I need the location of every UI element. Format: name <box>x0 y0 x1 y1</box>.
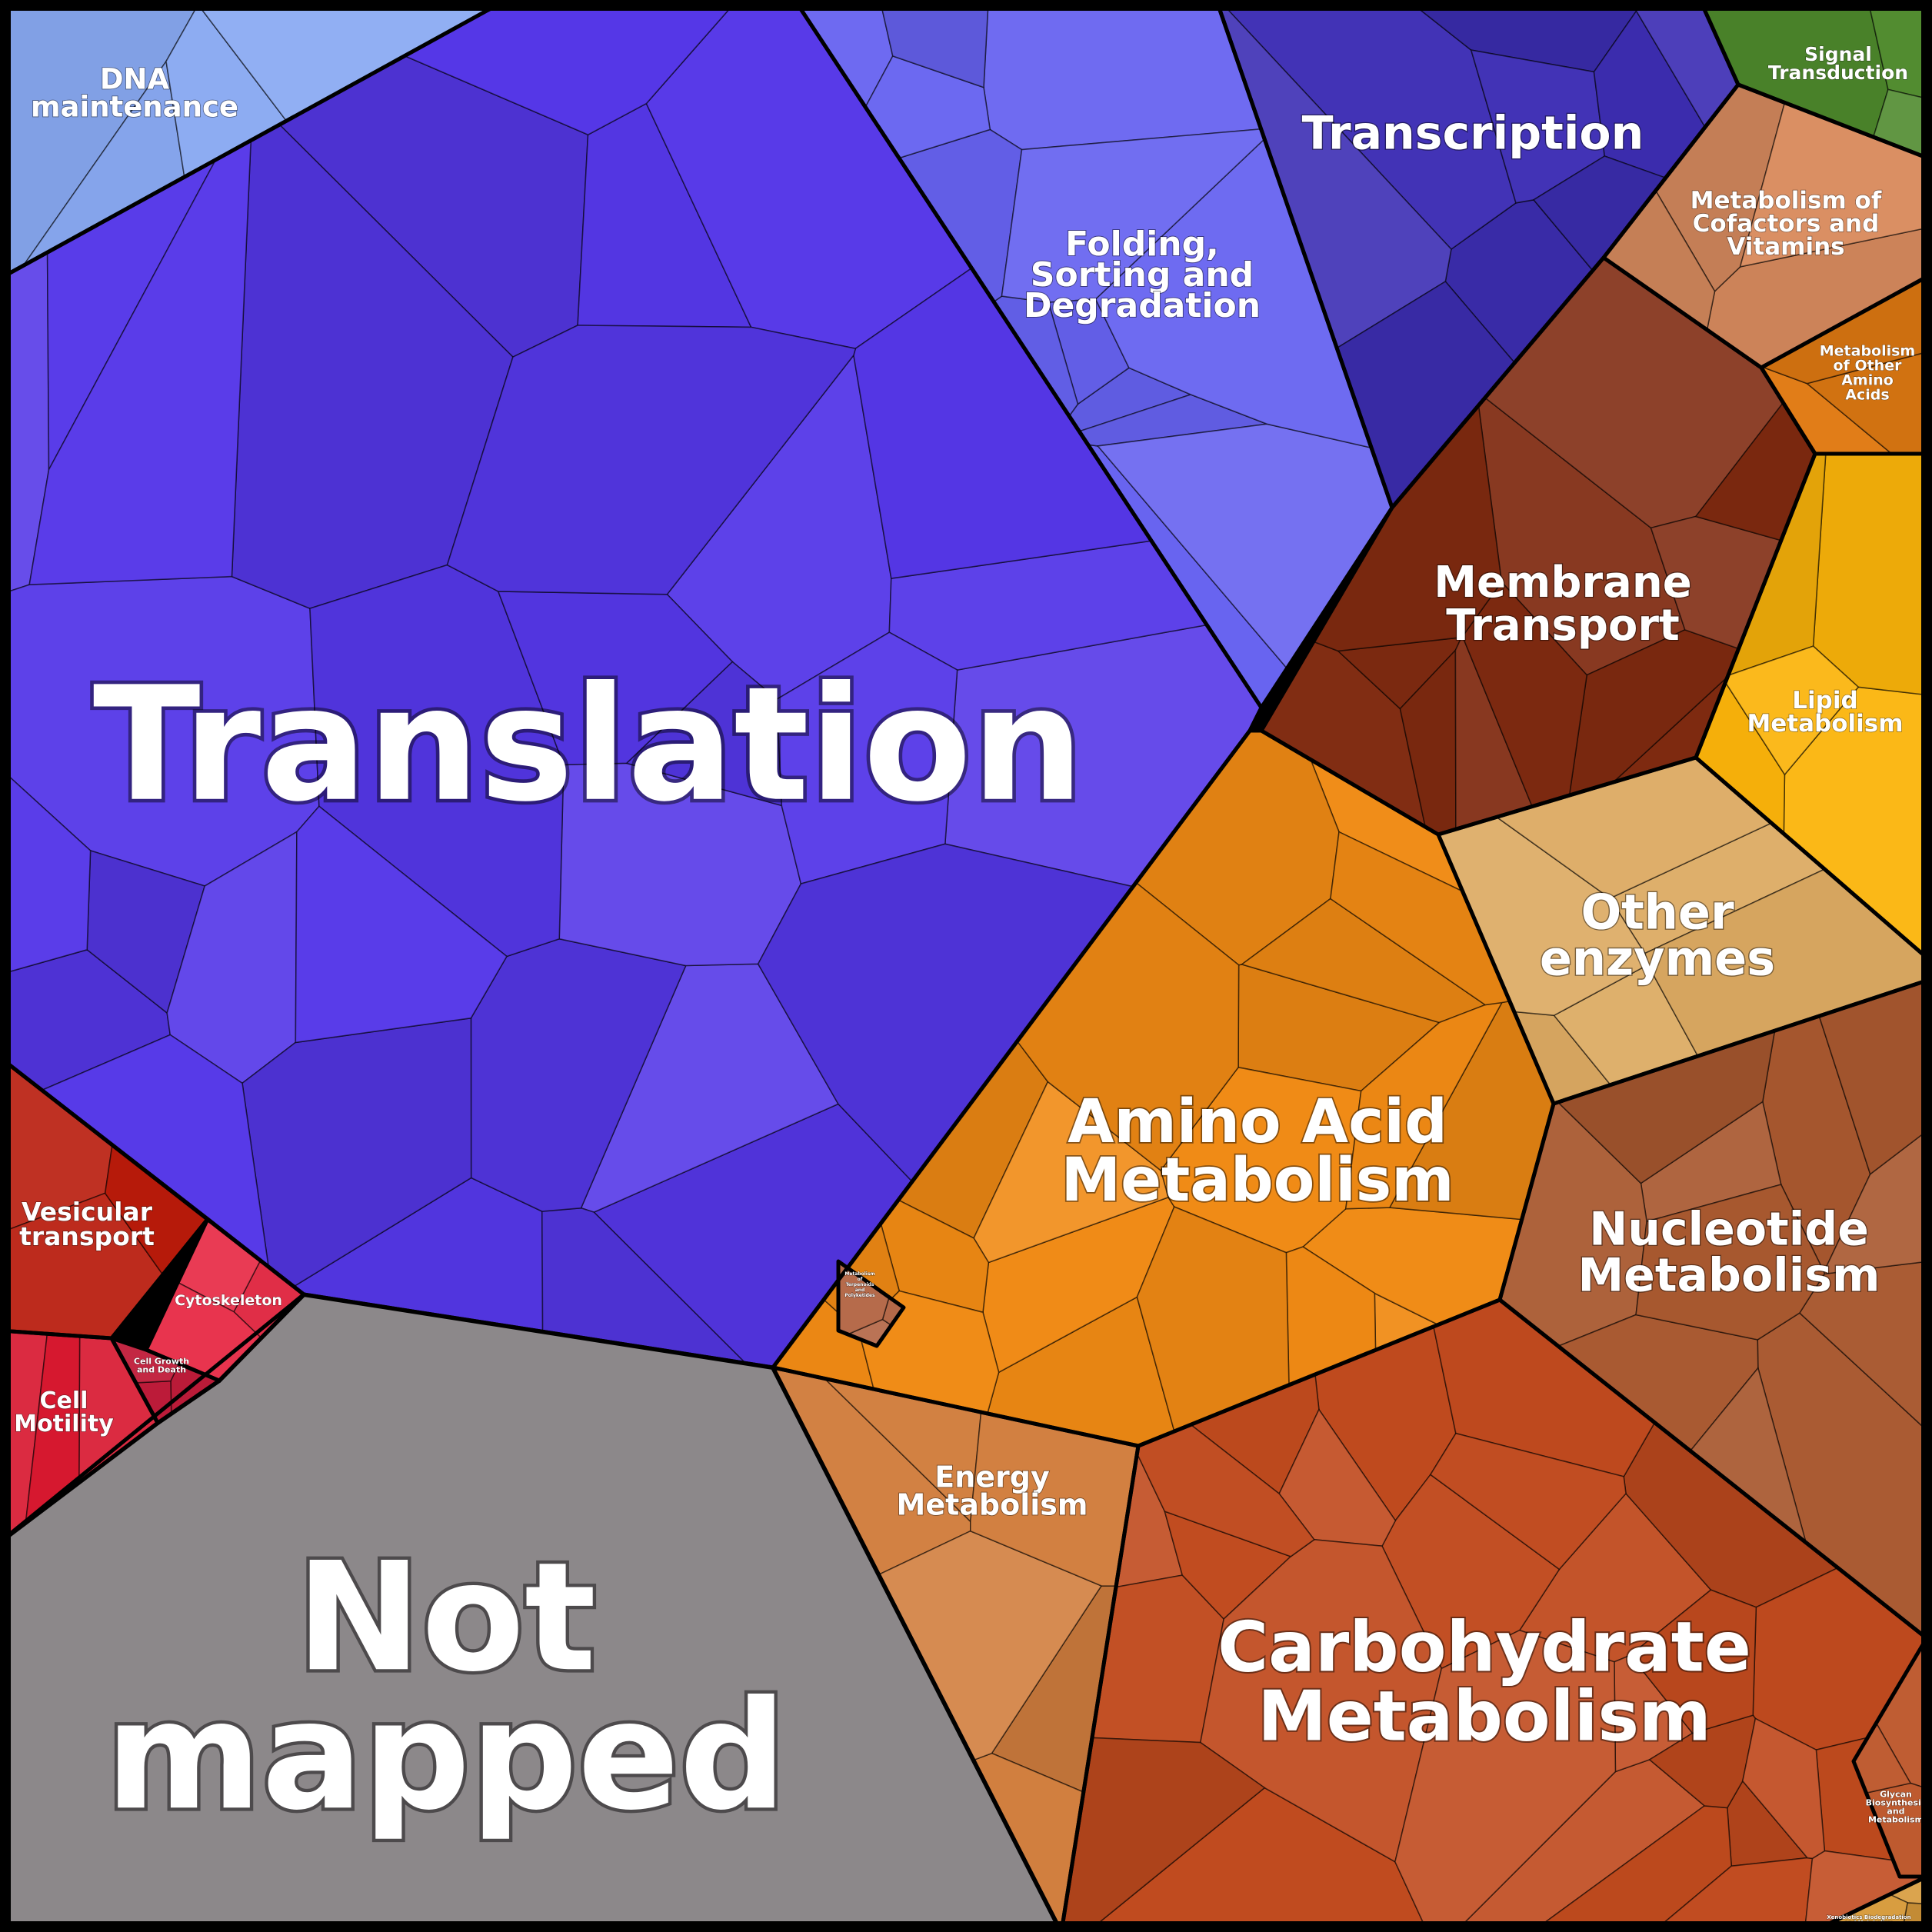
label-line: Cell Growth <box>134 1357 189 1367</box>
label-line: Metabolism <box>1820 342 1915 359</box>
label-line: Cofactors and <box>1693 210 1880 238</box>
label-other-amino-acids: Metabolism of Other Amino Acids <box>1820 342 1915 403</box>
label-line: Nucleotide <box>1589 1203 1869 1257</box>
subcategory-cell <box>1741 1717 1826 1860</box>
label-line: Other <box>1581 884 1734 940</box>
label-line: Vitamins <box>1727 233 1844 261</box>
cells-nucleotide <box>1499 979 1927 1640</box>
subcategory-cell <box>446 325 857 595</box>
label-line: of Other <box>1834 357 1903 374</box>
label-line: Xenobiotics Biodegradation <box>1827 1914 1910 1920</box>
label-line: Sorting and <box>1031 255 1254 295</box>
label-line: Glycan <box>1880 1790 1912 1800</box>
subcategory-cell <box>1429 1432 1627 1571</box>
label-terpenoids: Metabolism of Terpenoids and Polyketides <box>844 1271 875 1298</box>
label-line: Metabolism <box>1577 1249 1880 1303</box>
subcategory-cell <box>1812 453 1927 696</box>
label-line: Metabolism <box>897 1488 1088 1522</box>
label-line: Translation <box>93 654 1084 837</box>
cells-vesicular-transport <box>0 1056 209 1339</box>
cells-amino-acid <box>771 730 1554 1447</box>
label-cell-growth: Cell Growth and Death <box>134 1357 189 1375</box>
cells-energy <box>771 1366 1139 1932</box>
label-dna-maintenance: DNA maintenance <box>31 62 238 123</box>
subcategory-cell <box>295 805 508 1044</box>
label-line: Signal <box>1804 43 1872 65</box>
label-line: Motility <box>14 1411 114 1437</box>
label-line: Carbohydrate <box>1217 1607 1751 1687</box>
label-line: Energy <box>934 1461 1050 1494</box>
subcategory-cell <box>1635 1184 1825 1341</box>
label-line: and Death <box>137 1365 186 1375</box>
label-transcription: Transcription <box>1302 107 1644 161</box>
label-line: Degradation <box>1024 286 1261 325</box>
label-line: maintenance <box>31 90 238 123</box>
label-line: Folding, <box>1065 225 1219 264</box>
label-nucleotide: Nucleotide Metabolism <box>1577 1203 1880 1303</box>
label-line: Polyketides <box>844 1293 875 1298</box>
label-line: Metabolism <box>1747 710 1903 738</box>
label-not-mapped: Not mapped <box>105 1530 787 1843</box>
label-line: transport <box>19 1221 155 1251</box>
label-line: Metabolism <box>1257 1676 1711 1757</box>
cells-other-amino-acids <box>1760 275 1927 455</box>
label-line: Acids <box>1845 386 1889 403</box>
subcategory-cell <box>1136 1424 1315 1557</box>
subcategory-cells <box>0 5 1929 1932</box>
cells-transcription <box>1217 7 1739 509</box>
label-amino-acid: Amino Acid Metabolism <box>1061 1088 1454 1215</box>
label-line: Vesicular <box>22 1197 153 1227</box>
label-energy: Energy Metabolism <box>897 1461 1088 1522</box>
label-line: Metabolism <box>844 1271 874 1277</box>
label-carbohydrate: Carbohydrate Metabolism <box>1217 1607 1751 1757</box>
label-line: Not <box>296 1530 596 1704</box>
subcategory-cell <box>983 7 1262 151</box>
label-line: enzymes <box>1540 930 1775 986</box>
label-line: and <box>855 1287 865 1293</box>
label-line: Metabolism <box>1868 1815 1924 1825</box>
subcategory-cell <box>1394 1629 1617 1930</box>
label-folding: Folding, Sorting and Degradation <box>1024 225 1261 325</box>
cells-translation <box>0 7 1262 1368</box>
label-cofactors: Metabolism of Cofactors and Vitamins <box>1690 187 1882 261</box>
label-line: Biosynthesis <box>1866 1798 1927 1808</box>
label-line: Metabolism <box>1061 1146 1454 1215</box>
subcategory-cell <box>1648 1714 1757 1809</box>
label-line: mapped <box>105 1668 787 1843</box>
label-translation: Translation <box>93 654 1084 837</box>
label-membrane-transport: Membrane Transport <box>1434 558 1691 651</box>
label-cell-motility: Cell Motility <box>14 1387 114 1437</box>
subcategory-cell <box>0 767 92 975</box>
label-line: Amino Acid <box>1068 1088 1447 1157</box>
label-line: Lipid <box>1792 687 1857 715</box>
outline-terpenoids <box>836 1259 906 1348</box>
label-signal-transduction: Signal Transduction <box>1768 43 1908 84</box>
label-line: Metabolism of <box>1690 187 1882 215</box>
subcategory-cell <box>1629 1589 1757 1734</box>
label-line: Cytoskeleton <box>175 1292 282 1309</box>
cells-carbohydrate <box>1061 1299 1927 1932</box>
label-line: Transduction <box>1768 62 1908 84</box>
label-line: of <box>858 1277 863 1282</box>
label-line: Transcription <box>1302 107 1644 161</box>
label-line: Transport <box>1446 601 1680 651</box>
label-line: Cell <box>40 1387 88 1414</box>
label-cytoskeleton: Cytoskeleton <box>175 1292 282 1309</box>
label-line: Membrane <box>1434 558 1691 608</box>
label-line: and <box>1887 1807 1904 1817</box>
label-line: Amino <box>1841 371 1894 388</box>
cells-cofactors <box>1602 84 1927 368</box>
cells-lipid <box>1695 453 1927 959</box>
label-vesicular-transport: Vesicular transport <box>19 1197 155 1251</box>
outline-cell-motility <box>0 1328 160 1544</box>
cells-other-enzymes <box>1437 757 1927 1104</box>
label-line: Terpenoids <box>845 1282 874 1287</box>
label-line: DNA <box>100 62 170 95</box>
label-glycan: Glycan Biosynthesis and Metabolism <box>1866 1790 1927 1825</box>
label-lipid: Lipid Metabolism <box>1747 687 1903 738</box>
label-other-enzymes: Other enzymes <box>1540 884 1775 986</box>
